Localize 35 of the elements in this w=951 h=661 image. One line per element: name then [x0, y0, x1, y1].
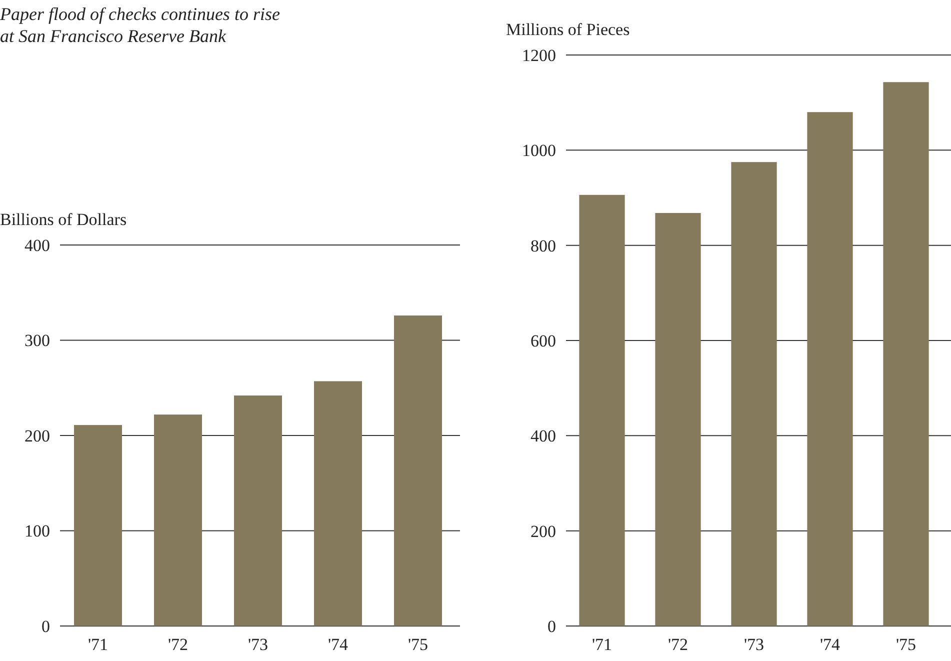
bar: [314, 381, 362, 626]
y-tick-label: 0: [42, 616, 50, 636]
y-axis-title: Millions of Pieces: [506, 20, 630, 39]
y-tick-label: 0: [548, 616, 556, 636]
bar: [154, 414, 202, 626]
y-tick-label: 200: [530, 522, 556, 541]
x-tick-label: '75: [408, 635, 428, 654]
bar: [655, 212, 701, 626]
bar: [234, 395, 282, 626]
bar: [74, 425, 122, 626]
x-tick-label: '72: [668, 635, 688, 654]
bar: [807, 112, 853, 626]
chart-title: Paper flood of checks continues to rise at San Francisco Reserve Bank: [0, 4, 280, 46]
x-tick-label: '72: [168, 635, 188, 654]
y-tick-label: 800: [530, 236, 556, 256]
y-tick-label: 600: [530, 331, 556, 350]
bar: [731, 162, 777, 626]
x-tick-label: '73: [744, 635, 764, 654]
x-tick-label: '74: [328, 635, 349, 654]
x-tick-label: '71: [88, 635, 108, 654]
x-tick-label: '74: [820, 635, 841, 654]
y-tick-label: 400: [24, 236, 50, 255]
x-tick-label: '73: [248, 635, 268, 654]
y-tick-label: 200: [24, 426, 50, 446]
bar: [394, 315, 442, 626]
x-tick-label: '71: [592, 635, 612, 654]
bar: [883, 82, 929, 626]
y-axis-title: Billions of Dollars: [0, 210, 127, 229]
x-tick-label: '75: [896, 635, 916, 654]
y-tick-label: 1200: [522, 46, 556, 65]
y-tick-label: 400: [530, 426, 556, 446]
y-tick-label: 300: [24, 331, 50, 350]
y-tick-label: 100: [24, 522, 50, 541]
bar: [579, 194, 625, 626]
y-tick-label: 1000: [522, 141, 556, 160]
